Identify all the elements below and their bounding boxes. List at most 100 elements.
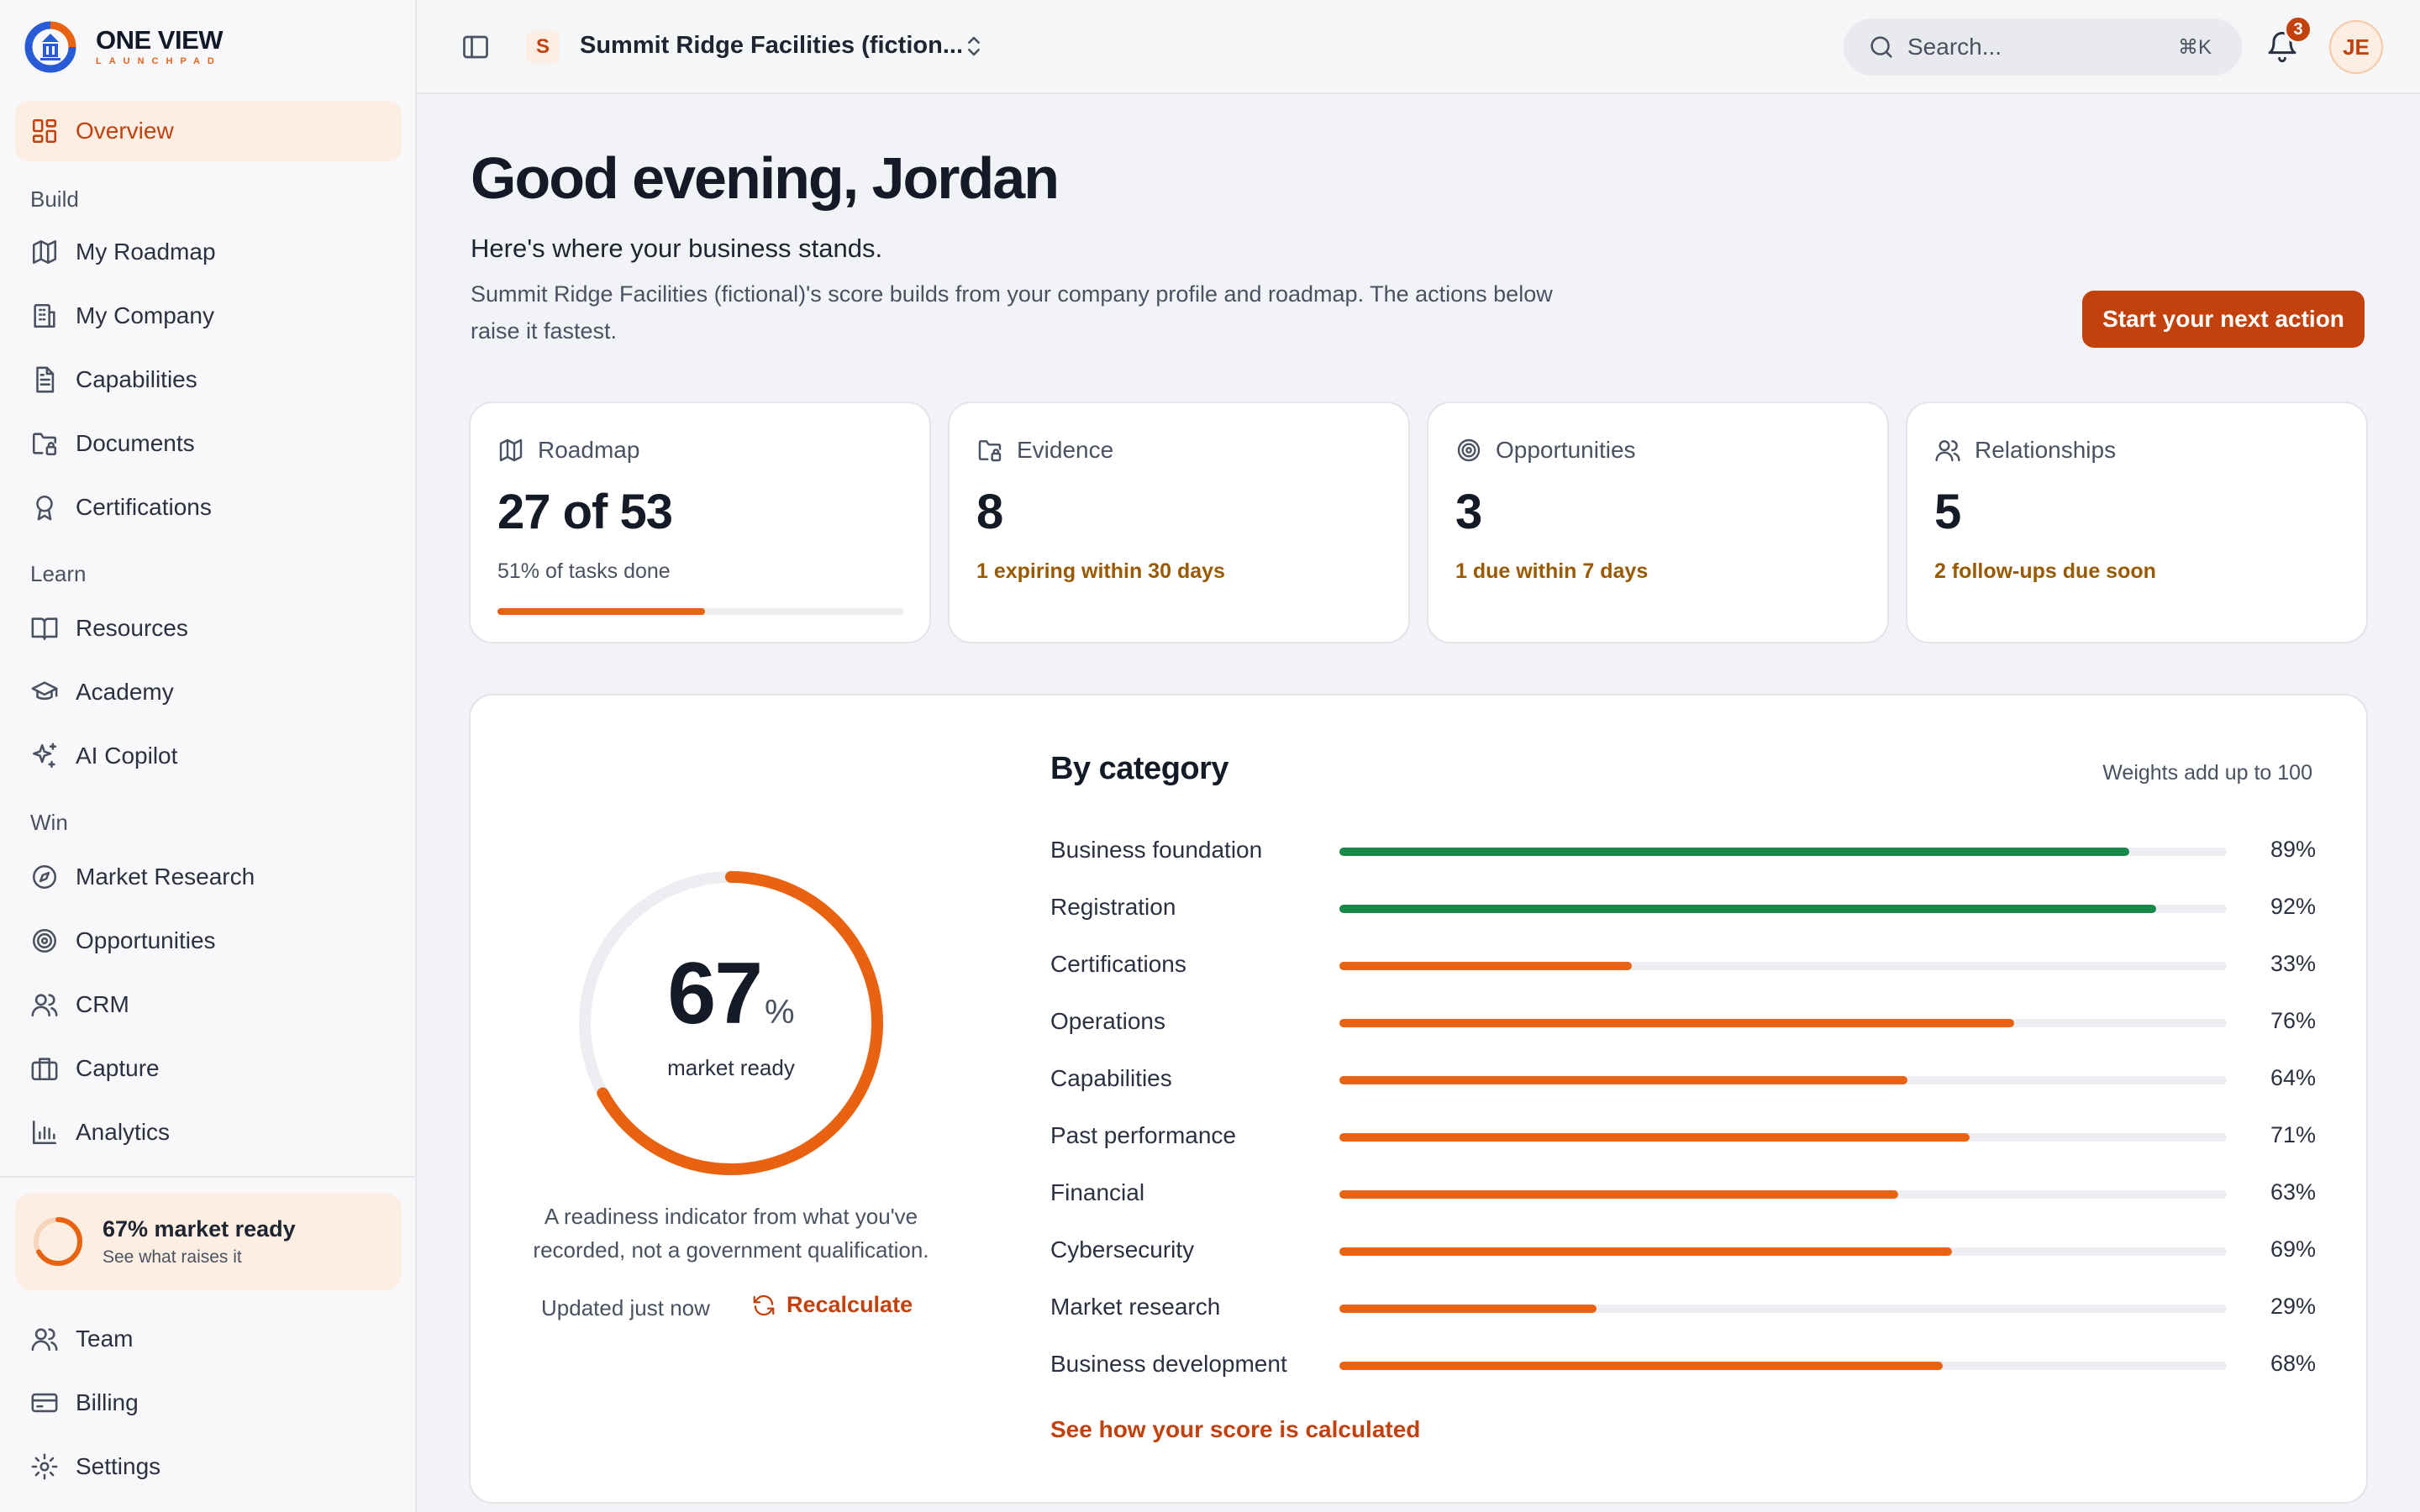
category-row: Operations 76% bbox=[1050, 1005, 2316, 1038]
stat-card-opportunities[interactable]: Opportunities 3 1 due within 7 days bbox=[1427, 402, 1889, 643]
users-icon bbox=[1934, 437, 1961, 464]
category-percent: 69% bbox=[2270, 1236, 2316, 1262]
map-icon bbox=[30, 238, 59, 266]
sidebar-item-label: Settings bbox=[76, 1453, 161, 1479]
sidebar-item-label: CRM bbox=[76, 991, 129, 1017]
category-label: Financial bbox=[1050, 1179, 1145, 1205]
sidebar-item-capture[interactable]: Capture bbox=[15, 1038, 402, 1099]
stat-card-evidence[interactable]: Evidence 8 1 expiring within 30 days bbox=[948, 402, 1410, 643]
readiness-caption: A readiness indicator from what you've r… bbox=[533, 1204, 929, 1263]
app-logo[interactable]: ONE VIEW LAUNCHPAD bbox=[24, 20, 224, 74]
category-progress-bar bbox=[1339, 1305, 2227, 1313]
stat-card-roadmap[interactable]: Roadmap 27 of 53 51% of tasks done bbox=[469, 402, 931, 643]
market-ready-card[interactable]: 67% market ready See what raises it bbox=[15, 1193, 402, 1290]
sparkles-icon bbox=[30, 742, 59, 770]
users-icon bbox=[30, 1325, 59, 1353]
page-title: Good evening, Jordan bbox=[471, 145, 1060, 211]
category-progress-fill bbox=[1339, 1133, 1970, 1142]
sidebar-item-resources[interactable]: Resources bbox=[15, 598, 402, 659]
stat-label: Evidence bbox=[1017, 437, 1114, 463]
sidebar-item-certifications[interactable]: Certifications bbox=[15, 477, 402, 538]
notification-count-badge: 3 bbox=[2284, 15, 2312, 44]
sidebar-item-settings[interactable]: Settings bbox=[15, 1436, 402, 1497]
sidebar-item-ai-copilot[interactable]: AI Copilot bbox=[15, 726, 402, 786]
readiness-score-unit: % bbox=[765, 994, 795, 1031]
chevrons-up-down-icon[interactable] bbox=[960, 32, 988, 60]
category-label: Market research bbox=[1050, 1294, 1221, 1320]
sidebar-item-analytics[interactable]: Analytics bbox=[15, 1102, 402, 1163]
category-progress-fill bbox=[1339, 1190, 1899, 1199]
category-percent: 64% bbox=[2270, 1065, 2316, 1090]
category-progress-bar bbox=[1339, 905, 2227, 913]
sidebar-item-opportunities[interactable]: Opportunities bbox=[15, 911, 402, 971]
logo-subtitle: LAUNCHPAD bbox=[96, 56, 222, 66]
sidebar: ONE VIEW LAUNCHPAD Overview Build My Roa… bbox=[0, 0, 417, 1512]
sidebar-item-team[interactable]: Team bbox=[15, 1309, 402, 1369]
sidebar-item-academy[interactable]: Academy bbox=[15, 662, 402, 722]
category-percent: 29% bbox=[2270, 1294, 2316, 1319]
stat-note: 51% of tasks done bbox=[497, 559, 671, 583]
bell-icon[interactable] bbox=[2265, 30, 2299, 64]
recalculate-button[interactable]: Recalculate bbox=[751, 1292, 913, 1318]
stat-value: 27 of 53 bbox=[497, 485, 673, 539]
category-label: Cybersecurity bbox=[1050, 1236, 1195, 1263]
category-row: Cybersecurity 69% bbox=[1050, 1233, 2316, 1267]
readiness-score-value: 67 bbox=[667, 945, 763, 1042]
stat-label: Relationships bbox=[1975, 437, 2117, 463]
logo-mark-icon bbox=[24, 20, 77, 74]
folder-lock-icon bbox=[30, 429, 59, 458]
readiness-score-label: market ready bbox=[667, 1055, 795, 1080]
sidebar-item-crm[interactable]: CRM bbox=[15, 974, 402, 1035]
sidebar-item-my-roadmap[interactable]: My Roadmap bbox=[15, 222, 402, 282]
search-shortcut: ⌘K bbox=[2177, 36, 2212, 59]
start-next-action-button[interactable]: Start your next action bbox=[2082, 291, 2365, 348]
stat-note: 1 expiring within 30 days bbox=[976, 559, 1225, 583]
category-progress-fill bbox=[1339, 1019, 2014, 1027]
sidebar-item-my-company[interactable]: My Company bbox=[15, 286, 402, 346]
target-icon bbox=[30, 927, 59, 955]
sidebar-item-overview[interactable]: Overview bbox=[15, 101, 402, 161]
map-icon bbox=[497, 437, 524, 464]
search-input[interactable]: Search... ⌘K bbox=[1844, 18, 2242, 76]
readiness-gauge: 67% market ready bbox=[571, 864, 891, 1183]
sidebar-item-label: Capabilities bbox=[76, 366, 197, 392]
category-progress-bar bbox=[1339, 1019, 2227, 1027]
category-row: Financial 63% bbox=[1050, 1176, 2316, 1210]
updated-status: Updated just now bbox=[541, 1295, 710, 1320]
sidebar-item-label: Team bbox=[76, 1326, 134, 1352]
stat-value: 3 bbox=[1455, 485, 1482, 539]
category-percent: 92% bbox=[2270, 894, 2316, 919]
sidebar-item-capabilities[interactable]: Capabilities bbox=[15, 349, 402, 410]
user-avatar[interactable]: JE bbox=[2329, 20, 2383, 74]
sidebar-section-win: Win bbox=[30, 810, 68, 835]
category-progress-bar bbox=[1339, 1190, 2227, 1199]
category-row: Certifications 33% bbox=[1050, 948, 2316, 981]
sidebar-section-learn: Learn bbox=[30, 561, 87, 586]
sidebar-toggle-icon[interactable] bbox=[460, 32, 491, 62]
category-label: Business foundation bbox=[1050, 837, 1263, 863]
sidebar-item-label: Opportunities bbox=[76, 927, 216, 953]
category-row: Capabilities 64% bbox=[1050, 1062, 2316, 1095]
recalculate-label: Recalculate bbox=[786, 1292, 913, 1317]
category-percent: 68% bbox=[2270, 1351, 2316, 1376]
org-initial-badge: S bbox=[526, 30, 560, 64]
sidebar-item-documents[interactable]: Documents bbox=[15, 413, 402, 474]
market-ready-title: 67% market ready bbox=[103, 1215, 296, 1242]
score-calculation-link[interactable]: See how your score is calculated bbox=[1050, 1416, 1421, 1442]
category-progress-fill bbox=[1339, 1362, 1944, 1370]
sidebar-item-market-research[interactable]: Market Research bbox=[15, 847, 402, 907]
category-label: Past performance bbox=[1050, 1122, 1236, 1148]
category-progress-bar bbox=[1339, 1362, 2227, 1370]
stat-label: Opportunities bbox=[1496, 437, 1636, 463]
org-switcher-name[interactable]: Summit Ridge Facilities (fiction... bbox=[580, 32, 963, 59]
sidebar-item-label: Market Research bbox=[76, 864, 255, 890]
sidebar-item-billing[interactable]: Billing bbox=[15, 1373, 402, 1433]
sidebar-item-label: Certifications bbox=[76, 494, 212, 520]
sidebar-section-build: Build bbox=[30, 186, 79, 212]
category-progress-fill bbox=[1339, 1305, 1597, 1313]
compass-icon bbox=[30, 863, 59, 891]
category-percent: 89% bbox=[2270, 837, 2316, 862]
bar-chart-icon bbox=[30, 1118, 59, 1147]
stat-card-relationships[interactable]: Relationships 5 2 follow-ups due soon bbox=[1906, 402, 2368, 643]
category-row: Business foundation 89% bbox=[1050, 833, 2316, 867]
